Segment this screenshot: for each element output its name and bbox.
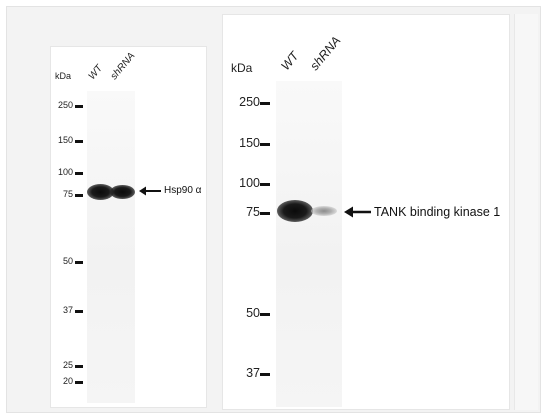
right-lane-label-wt: WT bbox=[278, 49, 302, 73]
left-membrane bbox=[87, 91, 135, 403]
left-marker-20: 20 bbox=[51, 376, 83, 388]
arrow-left-icon bbox=[344, 206, 371, 218]
right-blot-panel: kDa WT shRNA 250 150 100 75 50 37 TANK b… bbox=[222, 14, 510, 410]
left-lane-label-shrna: shRNA bbox=[108, 50, 138, 82]
arrow-left-icon bbox=[139, 186, 161, 195]
right-target-label: TANK binding kinase 1 bbox=[374, 205, 501, 219]
left-marker-100: 100 bbox=[51, 167, 83, 179]
right-edge-strip bbox=[514, 14, 538, 410]
left-marker-50: 50 bbox=[51, 256, 83, 268]
right-band-shrna bbox=[311, 206, 337, 216]
left-kda-label: kDa bbox=[55, 71, 72, 81]
left-blot-panel: kDa WT shRNA 250 150 100 75 50 37 25 20 … bbox=[50, 46, 207, 408]
left-lane-label-wt: WT bbox=[86, 63, 105, 82]
right-marker-100: 100 bbox=[223, 176, 270, 192]
left-target-annotation: Hsp90 α bbox=[139, 185, 201, 196]
left-marker-37: 37 bbox=[51, 305, 83, 317]
right-marker-250: 250 bbox=[223, 95, 270, 111]
left-band-wt bbox=[87, 184, 114, 200]
right-marker-150: 150 bbox=[223, 136, 270, 152]
left-band-shrna bbox=[110, 185, 135, 199]
left-marker-75: 75 bbox=[51, 189, 83, 201]
right-marker-75: 75 bbox=[223, 205, 270, 221]
right-membrane bbox=[276, 81, 342, 407]
right-band-wt bbox=[277, 200, 313, 222]
right-target-annotation: TANK binding kinase 1 bbox=[344, 205, 500, 219]
right-kda-label: kDa bbox=[231, 61, 253, 75]
left-marker-25: 25 bbox=[51, 360, 83, 372]
left-target-label: Hsp90 α bbox=[164, 185, 202, 196]
right-marker-37: 37 bbox=[223, 366, 270, 382]
left-marker-250: 250 bbox=[51, 100, 83, 112]
left-marker-150: 150 bbox=[51, 135, 83, 147]
right-lane-label-shrna: shRNA bbox=[307, 33, 344, 73]
right-marker-50: 50 bbox=[223, 306, 270, 322]
